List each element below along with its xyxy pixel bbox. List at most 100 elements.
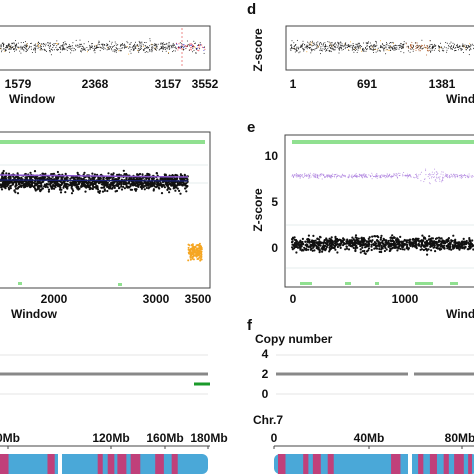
scatter-point: [417, 46, 419, 48]
scatter-point: [175, 42, 177, 44]
purple-point: [336, 176, 338, 177]
scatter-point: [429, 45, 431, 47]
scatter-point: [47, 180, 50, 183]
purple-point: [353, 176, 355, 178]
purple-point: [292, 174, 294, 176]
scatter-point: [446, 49, 448, 51]
scatter-point: [393, 46, 395, 48]
scatter-point: [328, 50, 330, 52]
scatter-point: [75, 39, 77, 41]
scatter-point: [15, 47, 17, 49]
purple-point: [321, 178, 323, 180]
purple-point: [319, 173, 321, 175]
scatter-point: [154, 43, 156, 45]
panel-d-letter: d: [247, 1, 256, 18]
scatter-point: [106, 189, 109, 193]
purple-point: [386, 174, 388, 176]
scatter-point: [135, 41, 136, 43]
orange-point: [189, 258, 192, 261]
purple-point: [350, 175, 352, 177]
scatter-point: [43, 183, 47, 186]
scatter-point: [384, 45, 386, 47]
scatter-point: [429, 46, 430, 48]
scatter-point: [450, 45, 452, 47]
scatter-point: [84, 49, 86, 51]
purple-point: [431, 177, 433, 179]
scatter-point: [345, 44, 346, 46]
scatter-point: [376, 49, 378, 51]
scatter-point: [11, 42, 13, 44]
scatter-point: [54, 43, 56, 45]
scatter-point: [416, 42, 418, 44]
purple-point: [376, 173, 378, 174]
scatter-point: [290, 44, 292, 45]
scatter-point: [113, 186, 116, 189]
bottom-marker: [118, 283, 122, 286]
chromosome-band: [312, 454, 321, 474]
scatter-point: [426, 243, 429, 246]
scatter-point: [56, 45, 58, 47]
scatter-point: [151, 50, 153, 52]
scatter-point: [98, 190, 102, 193]
scatter-point: [45, 51, 47, 52]
scatter-point: [133, 188, 137, 191]
purple-point: [348, 174, 350, 176]
purple-point: [460, 176, 462, 178]
scatter-point: [454, 238, 457, 241]
purple-point: [454, 176, 456, 178]
scatter-point: [76, 177, 79, 181]
scatter-point: [348, 49, 349, 51]
scatter-point: [140, 46, 142, 48]
scatter-point: [362, 244, 365, 247]
purple-point: [393, 175, 395, 177]
scatter-point: [193, 49, 195, 51]
scatter-point: [93, 173, 96, 176]
scatter-point: [7, 172, 11, 175]
scatter-point: [293, 236, 296, 239]
scatter-point: [143, 50, 145, 52]
scatter-point: [352, 46, 354, 47]
purple-point: [439, 176, 441, 178]
orange-point: [200, 258, 203, 261]
left-mid-xtick-3500: 3500: [185, 292, 212, 306]
panel-f-ytick-4: 4: [262, 347, 269, 361]
scatter-point: [168, 41, 170, 43]
panel-d: d Z-score 1 691 1381 Window: [247, 1, 474, 106]
panel-f: f Copy number 4 2 0 Chr.7 0 40Mb 80Mb: [247, 317, 474, 474]
scatter-point: [443, 46, 445, 48]
scatter-point: [7, 46, 9, 48]
scatter-point: [427, 46, 429, 48]
scatter-point: [34, 47, 36, 49]
panel-d-xtick-1381: 1381: [429, 77, 456, 91]
purple-point: [425, 170, 427, 172]
scatter-point: [86, 47, 88, 48]
scatter-point: [383, 238, 386, 241]
scatter-point: [414, 42, 416, 44]
scatter-point: [92, 47, 94, 49]
scatter-point: [91, 43, 93, 45]
scatter-point: [309, 47, 310, 48]
scatter-point: [324, 45, 326, 47]
purple-point: [313, 175, 315, 177]
purple-point: [453, 174, 455, 176]
scatter-point: [112, 172, 115, 175]
scatter-point: [62, 44, 64, 45]
scatter-point: [23, 49, 25, 51]
purple-point: [293, 174, 295, 176]
purple-point: [299, 177, 301, 179]
scatter-point: [103, 48, 105, 50]
scatter-point: [134, 43, 136, 45]
purple-point: [435, 174, 437, 176]
orange-point: [187, 248, 190, 251]
scatter-point: [93, 176, 96, 179]
scatter-point: [409, 241, 412, 244]
scatter-point: [0, 44, 2, 46]
scatter-point: [43, 177, 46, 180]
scatter-point: [386, 43, 388, 45]
purple-point: [425, 174, 427, 176]
scatter-point: [341, 46, 343, 48]
scatter-point: [129, 47, 131, 48]
scatter-point: [149, 184, 152, 187]
scatter-point: [460, 49, 462, 51]
scatter-point: [338, 47, 340, 49]
